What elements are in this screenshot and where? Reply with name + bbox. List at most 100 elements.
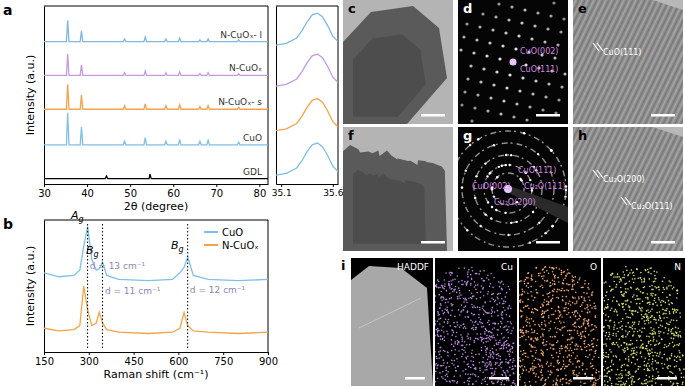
signal-dot	[483, 280, 485, 282]
signal-dot	[447, 355, 449, 357]
signal-dot	[453, 364, 455, 366]
signal-dot	[551, 355, 553, 357]
signal-dot	[499, 293, 501, 295]
signal-dot	[520, 316, 522, 318]
signal-dot	[581, 326, 583, 328]
signal-dot	[470, 297, 472, 299]
signal-dot	[492, 294, 494, 296]
signal-dot	[457, 340, 459, 342]
x-tick: 35.1	[272, 184, 292, 198]
signal-dot	[458, 267, 460, 269]
signal-dot	[540, 371, 542, 373]
signal-dot	[535, 308, 537, 310]
signal-dot	[549, 374, 551, 376]
signal-dot	[494, 323, 496, 325]
signal-dot	[627, 348, 629, 350]
diffraction-spot	[460, 103, 463, 106]
signal-dot	[569, 344, 571, 346]
signal-dot	[565, 365, 567, 367]
signal-dot	[442, 365, 444, 367]
signal-dot	[492, 351, 494, 353]
signal-dot	[507, 371, 509, 373]
signal-dot	[561, 316, 563, 318]
signal-dot	[606, 345, 608, 347]
signal-dot	[445, 367, 447, 369]
signal-dot	[544, 320, 546, 322]
signal-dot	[539, 286, 541, 288]
signal-dot	[487, 359, 489, 361]
signal-dot	[474, 341, 476, 343]
legend-entry: CuO	[222, 227, 243, 238]
lattice-fringe	[573, 0, 606, 124]
signal-dot	[451, 363, 453, 365]
diffraction-spot	[482, 67, 485, 70]
vacuum-edge	[573, 127, 683, 137]
signal-dot	[562, 334, 564, 336]
signal-dot	[548, 301, 550, 303]
annotation: CuO(002)	[520, 47, 558, 56]
signal-dot	[576, 344, 578, 346]
signal-dot	[590, 363, 592, 365]
signal-dot	[572, 281, 574, 283]
diffraction-spot	[485, 54, 488, 57]
signal-dot	[490, 273, 492, 275]
signal-dot	[443, 362, 445, 364]
signal-dot	[501, 361, 503, 363]
signal-dot	[465, 316, 467, 318]
signal-dot	[446, 381, 448, 383]
signal-dot	[476, 327, 478, 329]
signal-dot	[447, 362, 449, 364]
signal-dot	[466, 299, 468, 301]
x-tick: 60	[167, 184, 180, 199]
lattice-fringe	[678, 127, 683, 251]
signal-dot	[556, 378, 558, 380]
signal-dot	[574, 329, 576, 331]
signal-dot	[514, 365, 516, 367]
signal-dot	[497, 344, 499, 346]
signal-dot	[542, 278, 544, 280]
diffraction-spot	[507, 18, 510, 21]
x-tick-mark	[178, 352, 179, 355]
signal-dot	[563, 321, 565, 323]
map-label: Cu	[501, 262, 513, 272]
signal-dot	[540, 379, 542, 381]
signal-dot	[442, 371, 444, 373]
signal-dot	[438, 287, 440, 289]
signal-dot	[603, 352, 604, 354]
signal-dot	[593, 328, 595, 330]
signal-dot	[575, 292, 577, 294]
signal-dot	[569, 284, 571, 286]
signal-dot	[498, 342, 500, 344]
signal-dot	[575, 374, 577, 376]
signal-dot	[531, 337, 533, 339]
signal-dot	[501, 298, 503, 300]
signal-dot	[620, 280, 622, 282]
signal-dot	[471, 267, 473, 269]
x-tick-label: 30	[38, 188, 51, 199]
signal-dot	[507, 350, 509, 352]
legend-entry: N-CuOₓ	[222, 240, 259, 251]
series-line	[276, 13, 338, 45]
signal-dot	[442, 326, 444, 328]
signal-dot	[590, 349, 592, 351]
signal-dot	[507, 351, 509, 353]
signal-dot	[560, 379, 562, 381]
signal-dot	[531, 274, 533, 276]
signal-dot	[586, 311, 588, 313]
signal-dot	[647, 369, 649, 371]
signal-dot	[458, 365, 460, 367]
signal-dot	[520, 360, 522, 362]
signal-dot	[654, 275, 656, 277]
signal-dot	[482, 379, 484, 381]
signal-dot	[591, 307, 593, 309]
signal-dot	[468, 366, 470, 368]
signal-dot	[435, 364, 436, 366]
lattice-fringe	[672, 0, 683, 124]
signal-dot	[463, 301, 465, 303]
signal-dot	[497, 334, 499, 336]
signal-dot	[465, 373, 467, 375]
signal-dot	[545, 344, 547, 346]
background	[603, 258, 685, 386]
signal-dot	[557, 328, 559, 330]
signal-dot	[466, 358, 468, 360]
